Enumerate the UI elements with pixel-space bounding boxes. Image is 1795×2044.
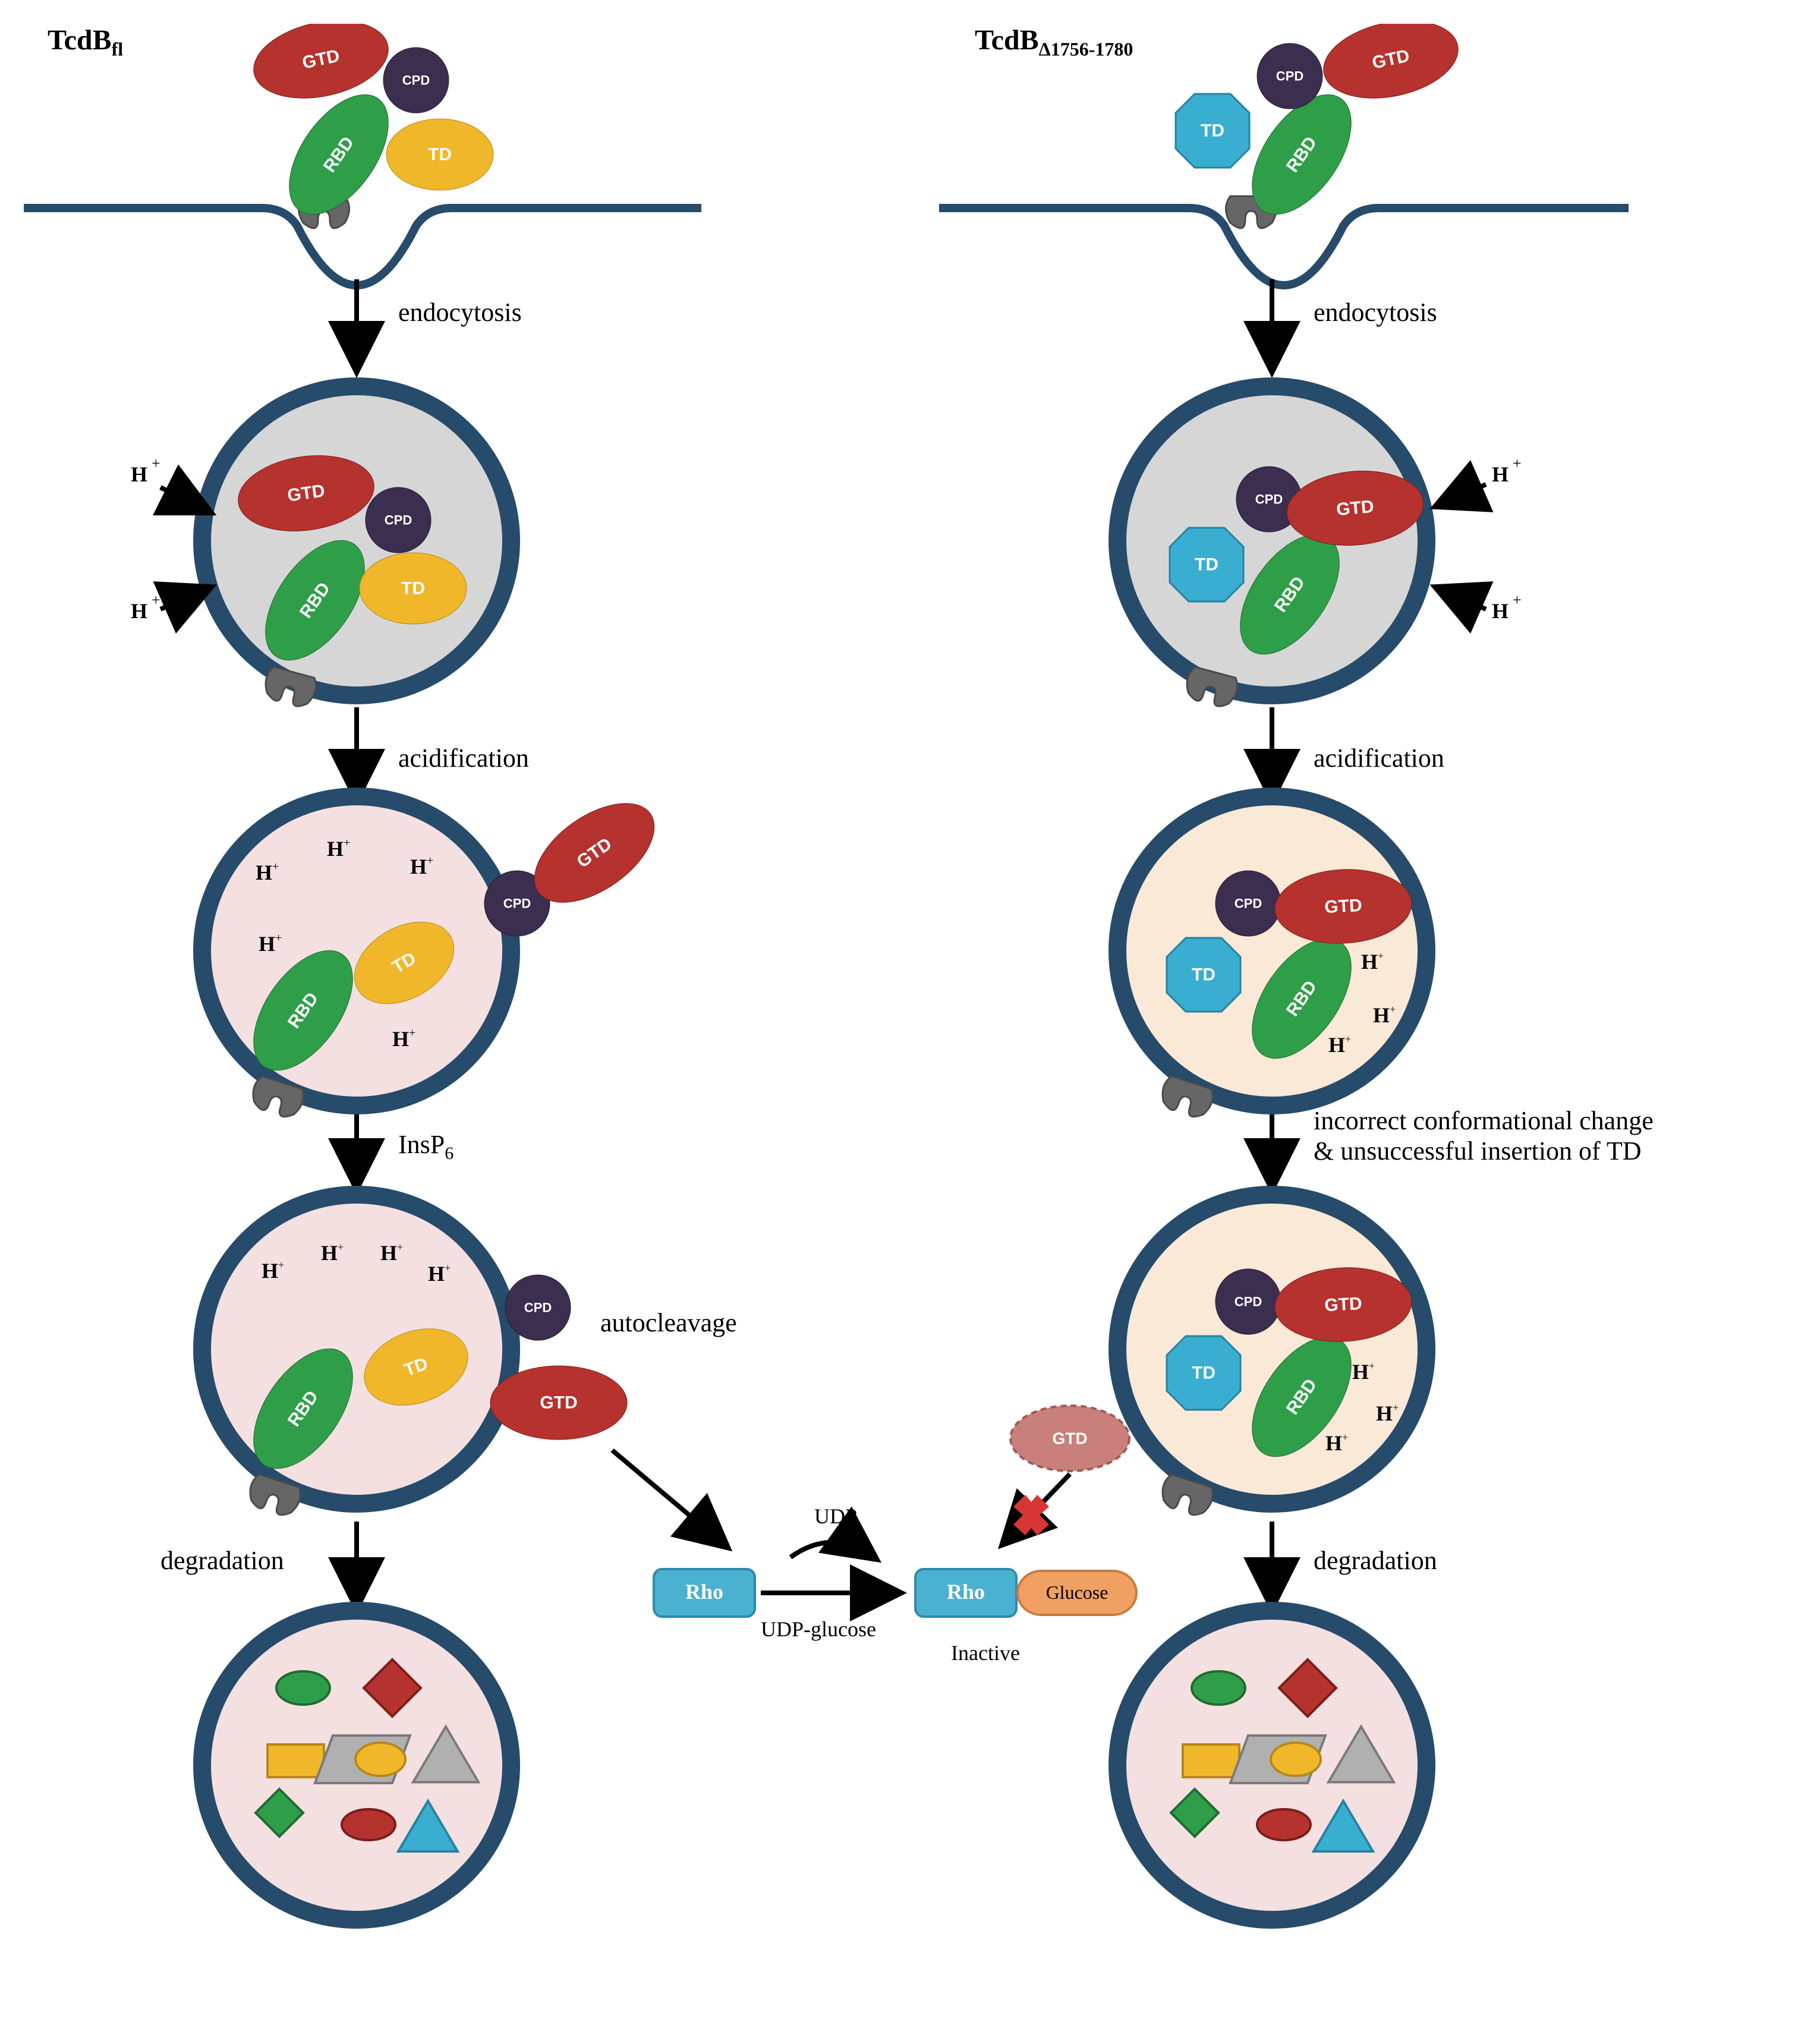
svg-text:+: + [445, 1262, 451, 1274]
svg-text:+: + [272, 860, 279, 873]
svg-text:H: H [1328, 1033, 1345, 1057]
svg-text:Glucose: Glucose [1046, 1582, 1109, 1603]
lbl-deg-l: degradation [160, 1545, 284, 1576]
svg-text:+: + [278, 1259, 284, 1271]
svg-text:H: H [321, 1241, 338, 1265]
svg-text:H: H [131, 462, 147, 486]
svg-text:H: H [327, 837, 344, 861]
svg-text:+: + [1513, 455, 1522, 472]
center-reaction: Rho Rho Glucose [612, 1406, 1136, 1617]
svg-text:+: + [152, 455, 160, 472]
diagram-root: TcdBfl TcdBΔ1756-1780 GTD CPD RBD TD TD [24, 24, 1771, 2020]
svg-text:+: + [409, 1026, 415, 1040]
svg-text:+: + [1393, 1401, 1399, 1413]
lbl-udp: UDP [814, 1504, 857, 1529]
hplus-endo1-right: H+ H+ [1438, 455, 1522, 623]
svg-text:H: H [1325, 1431, 1342, 1455]
svg-text:+: + [338, 1241, 344, 1253]
svg-text:+: + [1345, 1033, 1351, 1045]
diagram-svg: GTD CPD RBD TD TD GTD [24, 24, 1771, 2020]
toxin-right-top [1176, 24, 1465, 232]
svg-text:H: H [259, 932, 275, 956]
svg-text:+: + [152, 591, 160, 609]
lbl-acid-l: acidification [398, 743, 529, 773]
svg-text:H: H [392, 1027, 409, 1051]
membrane-right [939, 208, 1629, 285]
lbl-insp6: InsP6 [398, 1129, 454, 1164]
svg-text:+: + [344, 836, 350, 849]
svg-text:+: + [1342, 1431, 1348, 1443]
svg-text:H: H [380, 1241, 397, 1265]
svg-text:+: + [1378, 950, 1384, 962]
toxin-left-top [247, 24, 493, 232]
svg-text:H: H [1492, 599, 1509, 623]
lbl-acid-r: acidification [1314, 743, 1444, 773]
svg-text:H: H [131, 599, 147, 623]
svg-text:H: H [428, 1262, 445, 1286]
lbl-incorrect: incorrect conformational change & unsucc… [1314, 1106, 1654, 1166]
svg-text:H: H [262, 1259, 278, 1283]
lbl-endo-r: endocytosis [1314, 297, 1437, 327]
lbl-autocleavage: autocleavage [600, 1308, 737, 1338]
svg-text:+: + [397, 1241, 403, 1253]
svg-text:H: H [1492, 462, 1509, 486]
membrane-left [24, 208, 701, 285]
svg-text:+: + [1513, 591, 1522, 609]
svg-text:Rho: Rho [947, 1580, 985, 1604]
svg-text:H: H [256, 861, 272, 884]
lbl-udpg: UDP-glucose [761, 1617, 876, 1642]
lbl-endo-l: endocytosis [398, 297, 522, 327]
lbl-inactive: Inactive [951, 1640, 1020, 1665]
svg-text:+: + [275, 931, 282, 944]
svg-text:H: H [1361, 950, 1378, 974]
svg-text:+: + [427, 854, 433, 867]
svg-text:H: H [1373, 1003, 1390, 1027]
svg-text:H: H [410, 855, 427, 878]
svg-text:+: + [1390, 1003, 1396, 1015]
lbl-deg-r: degradation [1314, 1545, 1437, 1576]
svg-text:H: H [1376, 1401, 1393, 1425]
svg-text:H: H [1352, 1360, 1369, 1384]
svg-text:+: + [1369, 1360, 1375, 1372]
svg-text:Rho: Rho [685, 1580, 723, 1604]
